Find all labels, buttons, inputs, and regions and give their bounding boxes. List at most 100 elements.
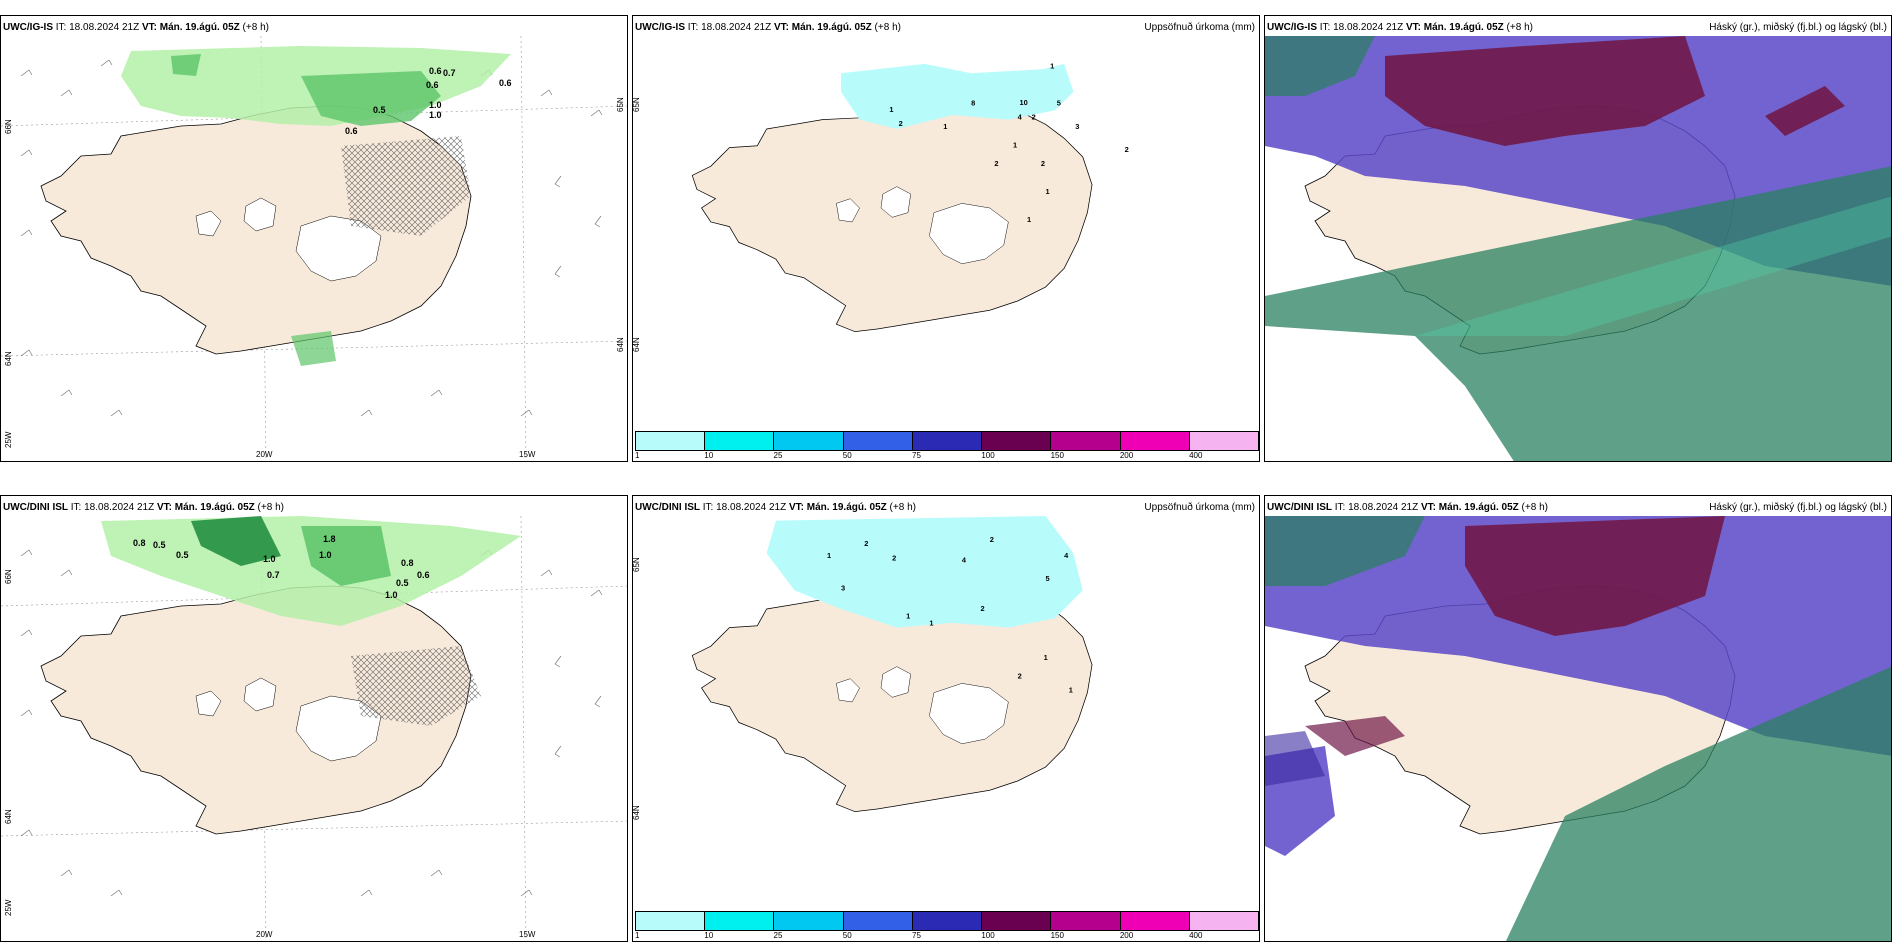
panel-clouds-dini: UWC/DINI ISL IT: 18.08.2024 21Z VT: Mán.… bbox=[1264, 495, 1892, 942]
colorbar-swatch bbox=[1051, 912, 1121, 930]
colorbar: 1 10 25 50 75 100 150 200 400 bbox=[633, 911, 1259, 941]
colorbar-tick: 75 bbox=[912, 451, 921, 460]
precip-value: 1 bbox=[889, 105, 893, 114]
colorbar-swatch bbox=[912, 432, 983, 450]
lat-label: 64N bbox=[632, 337, 641, 352]
precip-value: 1 bbox=[1046, 187, 1050, 196]
precip-value: 8 bbox=[971, 99, 975, 108]
panel-accum-precip-igis: UWC/IG-IS IT: 18.08.2024 21Z VT: Mán. 19… bbox=[632, 15, 1260, 462]
lon-label: 15W bbox=[519, 450, 536, 459]
colorbar-tick: 1 bbox=[635, 451, 640, 460]
precip-value: 0.5 bbox=[176, 550, 189, 560]
lat-label: 65N bbox=[616, 97, 625, 112]
colorbar-swatch bbox=[1189, 432, 1258, 450]
colorbar-tick: 75 bbox=[912, 931, 921, 940]
precip-value: 1 bbox=[943, 122, 947, 131]
precip-value: 2 bbox=[990, 535, 994, 544]
precip-value: 0.6 bbox=[417, 570, 430, 580]
lat-label: 65N bbox=[632, 557, 641, 572]
accum-precip-map: 1 8 10 5 2 3 4 1 2 1 2 1 2 1 1 2 bbox=[655, 36, 1239, 406]
colorbar-swatch bbox=[1051, 432, 1121, 450]
cloud-map bbox=[1265, 516, 1891, 941]
panel-wind-precip-dini: UWC/DINI ISL IT: 18.08.2024 21Z VT: Mán.… bbox=[0, 495, 628, 942]
precip-value: 2 bbox=[994, 159, 998, 168]
precip-value: 0.7 bbox=[267, 570, 280, 580]
panel-header: UWC/IG-IS IT: 18.08.2024 21Z VT: Mán. 19… bbox=[3, 22, 269, 33]
precip-value: 1.0 bbox=[429, 110, 442, 120]
panel-title: Uppsöfnuð úrkoma (mm) bbox=[1144, 22, 1255, 33]
precip-value: 2 bbox=[1018, 672, 1022, 681]
precip-value: 1 bbox=[827, 551, 831, 560]
precip-value: 0.6 bbox=[499, 78, 512, 88]
precip-value: 2 bbox=[1125, 145, 1129, 154]
cloud-map bbox=[1265, 36, 1891, 461]
accum-precip-map: 2 1 2 4 3 2 5 4 1 2 1 1 2 1 bbox=[655, 516, 1239, 886]
colorbar-swatch bbox=[843, 912, 913, 930]
precip-value: 4 bbox=[1018, 113, 1023, 122]
precip-value: 2 bbox=[864, 539, 868, 548]
panel-header: UWC/DINI ISL IT: 18.08.2024 21Z VT: Mán.… bbox=[1267, 502, 1548, 513]
colorbar-swatch bbox=[636, 912, 706, 930]
colorbar-tick: 400 bbox=[1189, 931, 1203, 940]
colorbar-swatch bbox=[982, 432, 1052, 450]
lon-label: 15W bbox=[519, 930, 536, 939]
precip-value: 0.7 bbox=[443, 68, 456, 78]
lat-label: 64N bbox=[4, 809, 13, 824]
precip-value: 2 bbox=[1041, 159, 1045, 168]
colorbar-swatch bbox=[1120, 432, 1190, 450]
wind-precip-map: 0.6 0.7 0.6 0.6 0.5 1.0 1.0 0.6 bbox=[1, 36, 627, 461]
panel-header: UWC/IG-IS IT: 18.08.2024 21Z VT: Mán. 19… bbox=[635, 22, 901, 33]
lon-label: 25W bbox=[4, 431, 13, 448]
precip-value: 1 bbox=[1050, 62, 1054, 71]
colorbar-tick: 200 bbox=[1119, 451, 1134, 460]
colorbar-tick: 400 bbox=[1189, 451, 1203, 460]
lat-label: 66N bbox=[4, 569, 13, 584]
colorbar-swatch bbox=[843, 432, 913, 450]
panel-wind-precip-igis: UWC/IG-IS IT: 18.08.2024 21Z VT: Mán. 19… bbox=[0, 15, 628, 462]
panel-title: Uppsöfnuð úrkoma (mm) bbox=[1144, 502, 1255, 513]
colorbar-swatch bbox=[982, 912, 1052, 930]
colorbar-swatch bbox=[705, 912, 775, 930]
colorbar-swatch bbox=[774, 912, 844, 930]
precip-value: 1 bbox=[1027, 215, 1031, 224]
precip-value: 0.8 bbox=[133, 538, 146, 548]
precip-value: 1 bbox=[906, 611, 910, 620]
lon-label: 25W bbox=[4, 899, 13, 916]
precip-value: 0.6 bbox=[426, 80, 439, 90]
precip-value: 3 bbox=[841, 583, 845, 592]
colorbar-tick: 10 bbox=[704, 931, 714, 940]
precip-value: 0.5 bbox=[396, 578, 409, 588]
colorbar-tick: 150 bbox=[1050, 451, 1064, 460]
lat-label: 64N bbox=[616, 337, 625, 352]
lon-label: 20W bbox=[256, 450, 273, 459]
precip-value: 2 bbox=[899, 119, 903, 128]
precip-value: 0.5 bbox=[373, 105, 386, 115]
precip-value: 0.8 bbox=[401, 558, 414, 568]
precip-value: 0.6 bbox=[345, 126, 358, 136]
precip-value: 1.8 bbox=[323, 534, 336, 544]
colorbar-tick: 50 bbox=[842, 451, 852, 460]
precip-value: 5 bbox=[1046, 574, 1050, 583]
precip-value: 1.0 bbox=[319, 550, 332, 560]
precip-value: 1 bbox=[1044, 653, 1048, 662]
precip-value: 2 bbox=[892, 554, 896, 563]
precip-value: 1.0 bbox=[263, 554, 276, 564]
wind-precip-map: 0.8 0.5 0.5 1.0 0.7 1.8 1.0 0.8 0.6 0.5 … bbox=[1, 516, 627, 941]
precip-value: 0.6 bbox=[429, 66, 442, 76]
precip-value: 1 bbox=[1013, 141, 1017, 150]
colorbar-swatch bbox=[912, 912, 983, 930]
lat-label: 65N bbox=[632, 97, 641, 112]
colorbar-tick: 1 bbox=[635, 931, 640, 940]
colorbar-tick: 10 bbox=[704, 451, 714, 460]
precip-value: 3 bbox=[1075, 122, 1079, 131]
lat-label: 66N bbox=[4, 119, 13, 134]
colorbar-swatches bbox=[635, 911, 1259, 931]
colorbar-tick: 25 bbox=[773, 451, 783, 460]
colorbar-swatch bbox=[705, 432, 775, 450]
colorbar-swatch bbox=[774, 432, 844, 450]
panel-clouds-igis: UWC/IG-IS IT: 18.08.2024 21Z VT: Mán. 19… bbox=[1264, 15, 1892, 462]
panel-header: UWC/DINI ISL IT: 18.08.2024 21Z VT: Mán.… bbox=[635, 502, 916, 513]
panel-accum-precip-dini: UWC/DINI ISL IT: 18.08.2024 21Z VT: Mán.… bbox=[632, 495, 1260, 942]
precip-value: 1 bbox=[929, 619, 933, 628]
panel-title: Háský (gr.), miðský (fj.bl.) og lágský (… bbox=[1709, 22, 1887, 33]
